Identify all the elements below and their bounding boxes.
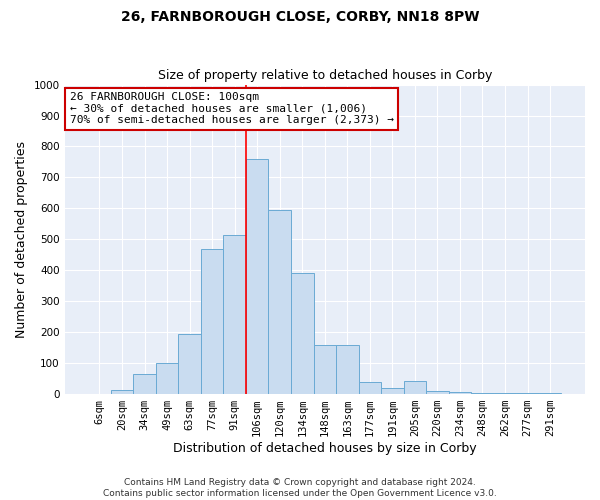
Bar [291,274,314,394]
Bar [314,344,336,394]
Bar [246,159,268,394]
Bar [156,363,178,394]
Bar [449,392,471,394]
Bar [178,334,201,394]
Bar [201,248,223,394]
X-axis label: Distribution of detached houses by size in Corby: Distribution of detached houses by size … [173,442,476,455]
Bar [336,344,359,394]
Bar [111,390,133,394]
Bar [381,388,404,394]
Text: 26, FARNBOROUGH CLOSE, CORBY, NN18 8PW: 26, FARNBOROUGH CLOSE, CORBY, NN18 8PW [121,10,479,24]
Bar [539,392,562,394]
Text: 26 FARNBOROUGH CLOSE: 100sqm
← 30% of detached houses are smaller (1,006)
70% of: 26 FARNBOROUGH CLOSE: 100sqm ← 30% of de… [70,92,394,126]
Bar [426,391,449,394]
Title: Size of property relative to detached houses in Corby: Size of property relative to detached ho… [158,69,492,82]
Bar [223,234,246,394]
Y-axis label: Number of detached properties: Number of detached properties [15,141,28,338]
Bar [404,381,426,394]
Bar [133,374,156,394]
Bar [268,210,291,394]
Bar [471,393,494,394]
Bar [359,382,381,394]
Text: Contains HM Land Registry data © Crown copyright and database right 2024.
Contai: Contains HM Land Registry data © Crown c… [103,478,497,498]
